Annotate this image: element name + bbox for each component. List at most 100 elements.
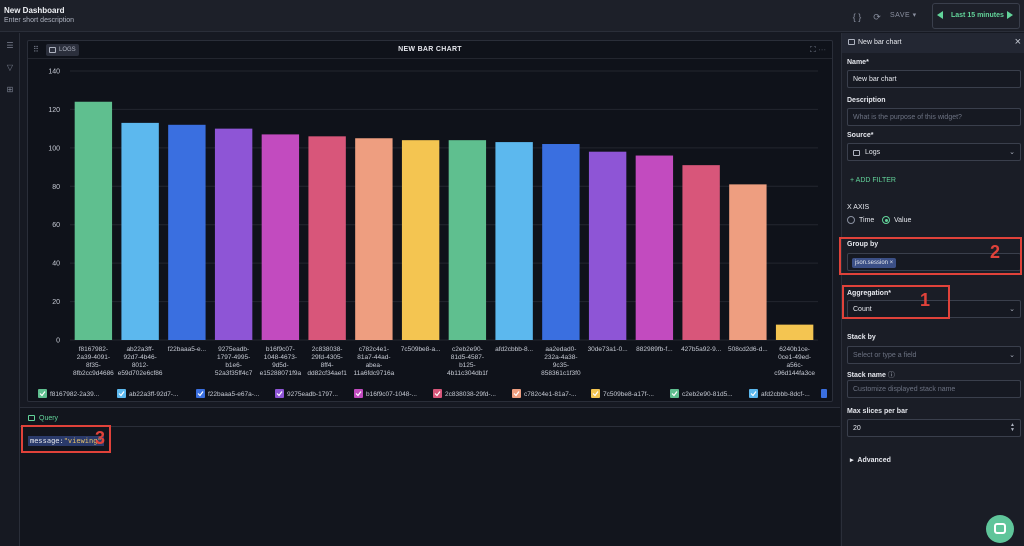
x-tick-label: f22baaa5-e... xyxy=(168,346,207,353)
legend-swatch xyxy=(275,389,284,398)
chevron-down-icon: ⌄ xyxy=(1009,352,1015,359)
bar xyxy=(74,101,113,340)
x-tick-label: 2c838038- xyxy=(312,346,343,353)
tab-query[interactable]: Query xyxy=(26,412,68,426)
bar xyxy=(308,136,346,340)
legend-item: ab22a3ff-92d7-... xyxy=(129,391,179,398)
code-icon[interactable]: { } xyxy=(852,12,862,22)
bar xyxy=(495,142,533,340)
x-tick-label: 9d5d- xyxy=(272,362,289,369)
description-field[interactable]: What is the purpose of this widget? xyxy=(847,108,1021,126)
legend-check-icon xyxy=(118,391,125,397)
stack-name-placeholder: Customize displayed stack name xyxy=(853,386,956,393)
stack-by-select[interactable]: Select or type a field ⌄ xyxy=(847,346,1021,364)
annotation-box-3 xyxy=(21,425,111,453)
legend-swatch xyxy=(196,389,205,398)
x-tick-label: 9275eadb- xyxy=(218,346,249,353)
group-by-label: Group by xyxy=(847,241,879,248)
legend-check-icon xyxy=(671,391,678,397)
legend-item: afd2cbbb-8dcf-... xyxy=(761,391,810,398)
query-input[interactable]: message:"viewing" xyxy=(28,436,104,446)
widget-actions: ⛶ ⋯ xyxy=(810,45,826,55)
legend-swatch xyxy=(749,389,758,398)
close-icon[interactable]: × xyxy=(1014,36,1021,48)
x-tick-label: 882989fb-f... xyxy=(636,346,673,353)
chevron-down-icon: ⌄ xyxy=(1009,149,1015,156)
source-select[interactable]: Logs ⌄ xyxy=(847,143,1021,161)
more-icon[interactable]: ⋯ xyxy=(818,45,826,54)
bar xyxy=(448,140,487,340)
stepper-arrows-icon[interactable]: ▲ ▼ xyxy=(1010,422,1015,433)
bar xyxy=(121,122,159,340)
x-tick-label: afd2cbbb-8... xyxy=(495,346,533,353)
x-axis-value-label: Value xyxy=(894,217,912,224)
list-icon[interactable]: ☰ xyxy=(6,41,14,50)
dashboard-title[interactable]: New Dashboard xyxy=(4,6,65,15)
annotation-box-1 xyxy=(842,285,950,319)
time-range-picker[interactable]: Last 15 minutes xyxy=(932,3,1020,29)
x-tick-label: a56c- xyxy=(786,362,802,369)
source-label: Source* xyxy=(847,132,874,139)
max-slices-stepper[interactable]: 20 ▲ ▼ xyxy=(847,419,1021,437)
add-widget-icon[interactable]: ⊞ xyxy=(6,85,14,94)
query-key: message: xyxy=(30,437,64,445)
legend-check-icon xyxy=(592,391,599,397)
legend-item: 7c509be8-a17f-... xyxy=(603,391,654,398)
annotation-number-1: 1 xyxy=(920,290,931,310)
x-tick-label: 81a7-44ad- xyxy=(357,354,390,361)
x-tick-label: 30de73a1-0... xyxy=(588,346,628,353)
x-tick-label: b16f9c07- xyxy=(266,346,295,353)
chart-widget-header: ⠿ LOGS NEW BAR CHART ⛶ ⋯ xyxy=(28,41,832,59)
x-tick-label: 4b11c304db1f xyxy=(447,370,488,377)
top-bar: New Dashboard Enter short description { … xyxy=(0,0,1024,32)
next-range-icon[interactable] xyxy=(1007,11,1013,19)
legend-item: c782c4e1-81a7-... xyxy=(524,391,577,398)
refresh-icon[interactable]: ⟳ xyxy=(873,12,881,22)
x-tick-label: 232a-4a38- xyxy=(544,354,577,361)
y-tick-label: 60 xyxy=(52,222,60,229)
stack-name-field[interactable]: Customize displayed stack name xyxy=(847,380,1021,398)
bar xyxy=(261,134,300,340)
divider xyxy=(20,426,840,427)
drag-handle-icon[interactable]: ⠿ xyxy=(33,45,39,54)
x-tick-label: b1e6- xyxy=(225,362,242,369)
legend-item: b16f9c07-1048-... xyxy=(366,391,417,398)
name-field[interactable]: New bar chart xyxy=(847,70,1021,88)
x-tick-label: 6240b1ce- xyxy=(779,346,810,353)
bar xyxy=(775,324,814,340)
x-tick-label: 11a6fdc9716a xyxy=(354,370,395,377)
dashboard-description[interactable]: Enter short description xyxy=(4,17,75,24)
legend-more-swatch xyxy=(821,389,827,398)
aggregation-value: Count xyxy=(853,306,872,313)
annotation-number-2: 2 xyxy=(990,242,1001,262)
bar xyxy=(355,138,393,340)
bar xyxy=(729,184,767,340)
bar-chart-icon xyxy=(848,39,855,45)
widget-config-panel: New bar chart × Name* New bar chart Desc… xyxy=(841,33,1024,546)
previous-range-icon[interactable] xyxy=(937,11,943,19)
x-axis-value-radio[interactable] xyxy=(882,216,890,224)
x-tick-label: 9c35- xyxy=(553,362,569,369)
x-tick-label: abea- xyxy=(366,362,383,369)
save-button[interactable]: SAVE ▾ xyxy=(890,12,917,19)
chat-support-button[interactable] xyxy=(986,515,1014,543)
x-tick-label: 2a39-4091- xyxy=(77,354,110,361)
legend-item: f22baaa5-e67a-... xyxy=(208,391,260,398)
x-tick-label: b125- xyxy=(459,362,476,369)
stack-by-placeholder: Select or type a field xyxy=(853,352,917,359)
description-placeholder: What is the purpose of this widget? xyxy=(853,114,962,121)
bar xyxy=(542,144,580,340)
group-by-tag[interactable]: json.session × xyxy=(852,258,897,268)
name-label: Name* xyxy=(847,59,869,66)
expand-icon[interactable]: ⛶ xyxy=(810,45,816,54)
add-filter-button[interactable]: + ADD FILTER xyxy=(850,177,896,184)
filter-icon[interactable]: ▽ xyxy=(6,63,14,72)
bar-chart: 0 20 40 60 80 100 120 140 f8167982-2a39-4091-8f3… xyxy=(38,69,827,398)
help-icon[interactable]: ⓘ xyxy=(887,372,895,379)
legend-check-icon xyxy=(39,391,46,397)
advanced-toggle[interactable]: ▸ Advanced xyxy=(850,457,891,464)
x-axis-time-radio[interactable] xyxy=(847,216,855,224)
annotation-number-3: 3 xyxy=(95,428,106,448)
stack-name-label-text: Stack name xyxy=(847,372,886,379)
legend-swatch xyxy=(670,389,679,398)
